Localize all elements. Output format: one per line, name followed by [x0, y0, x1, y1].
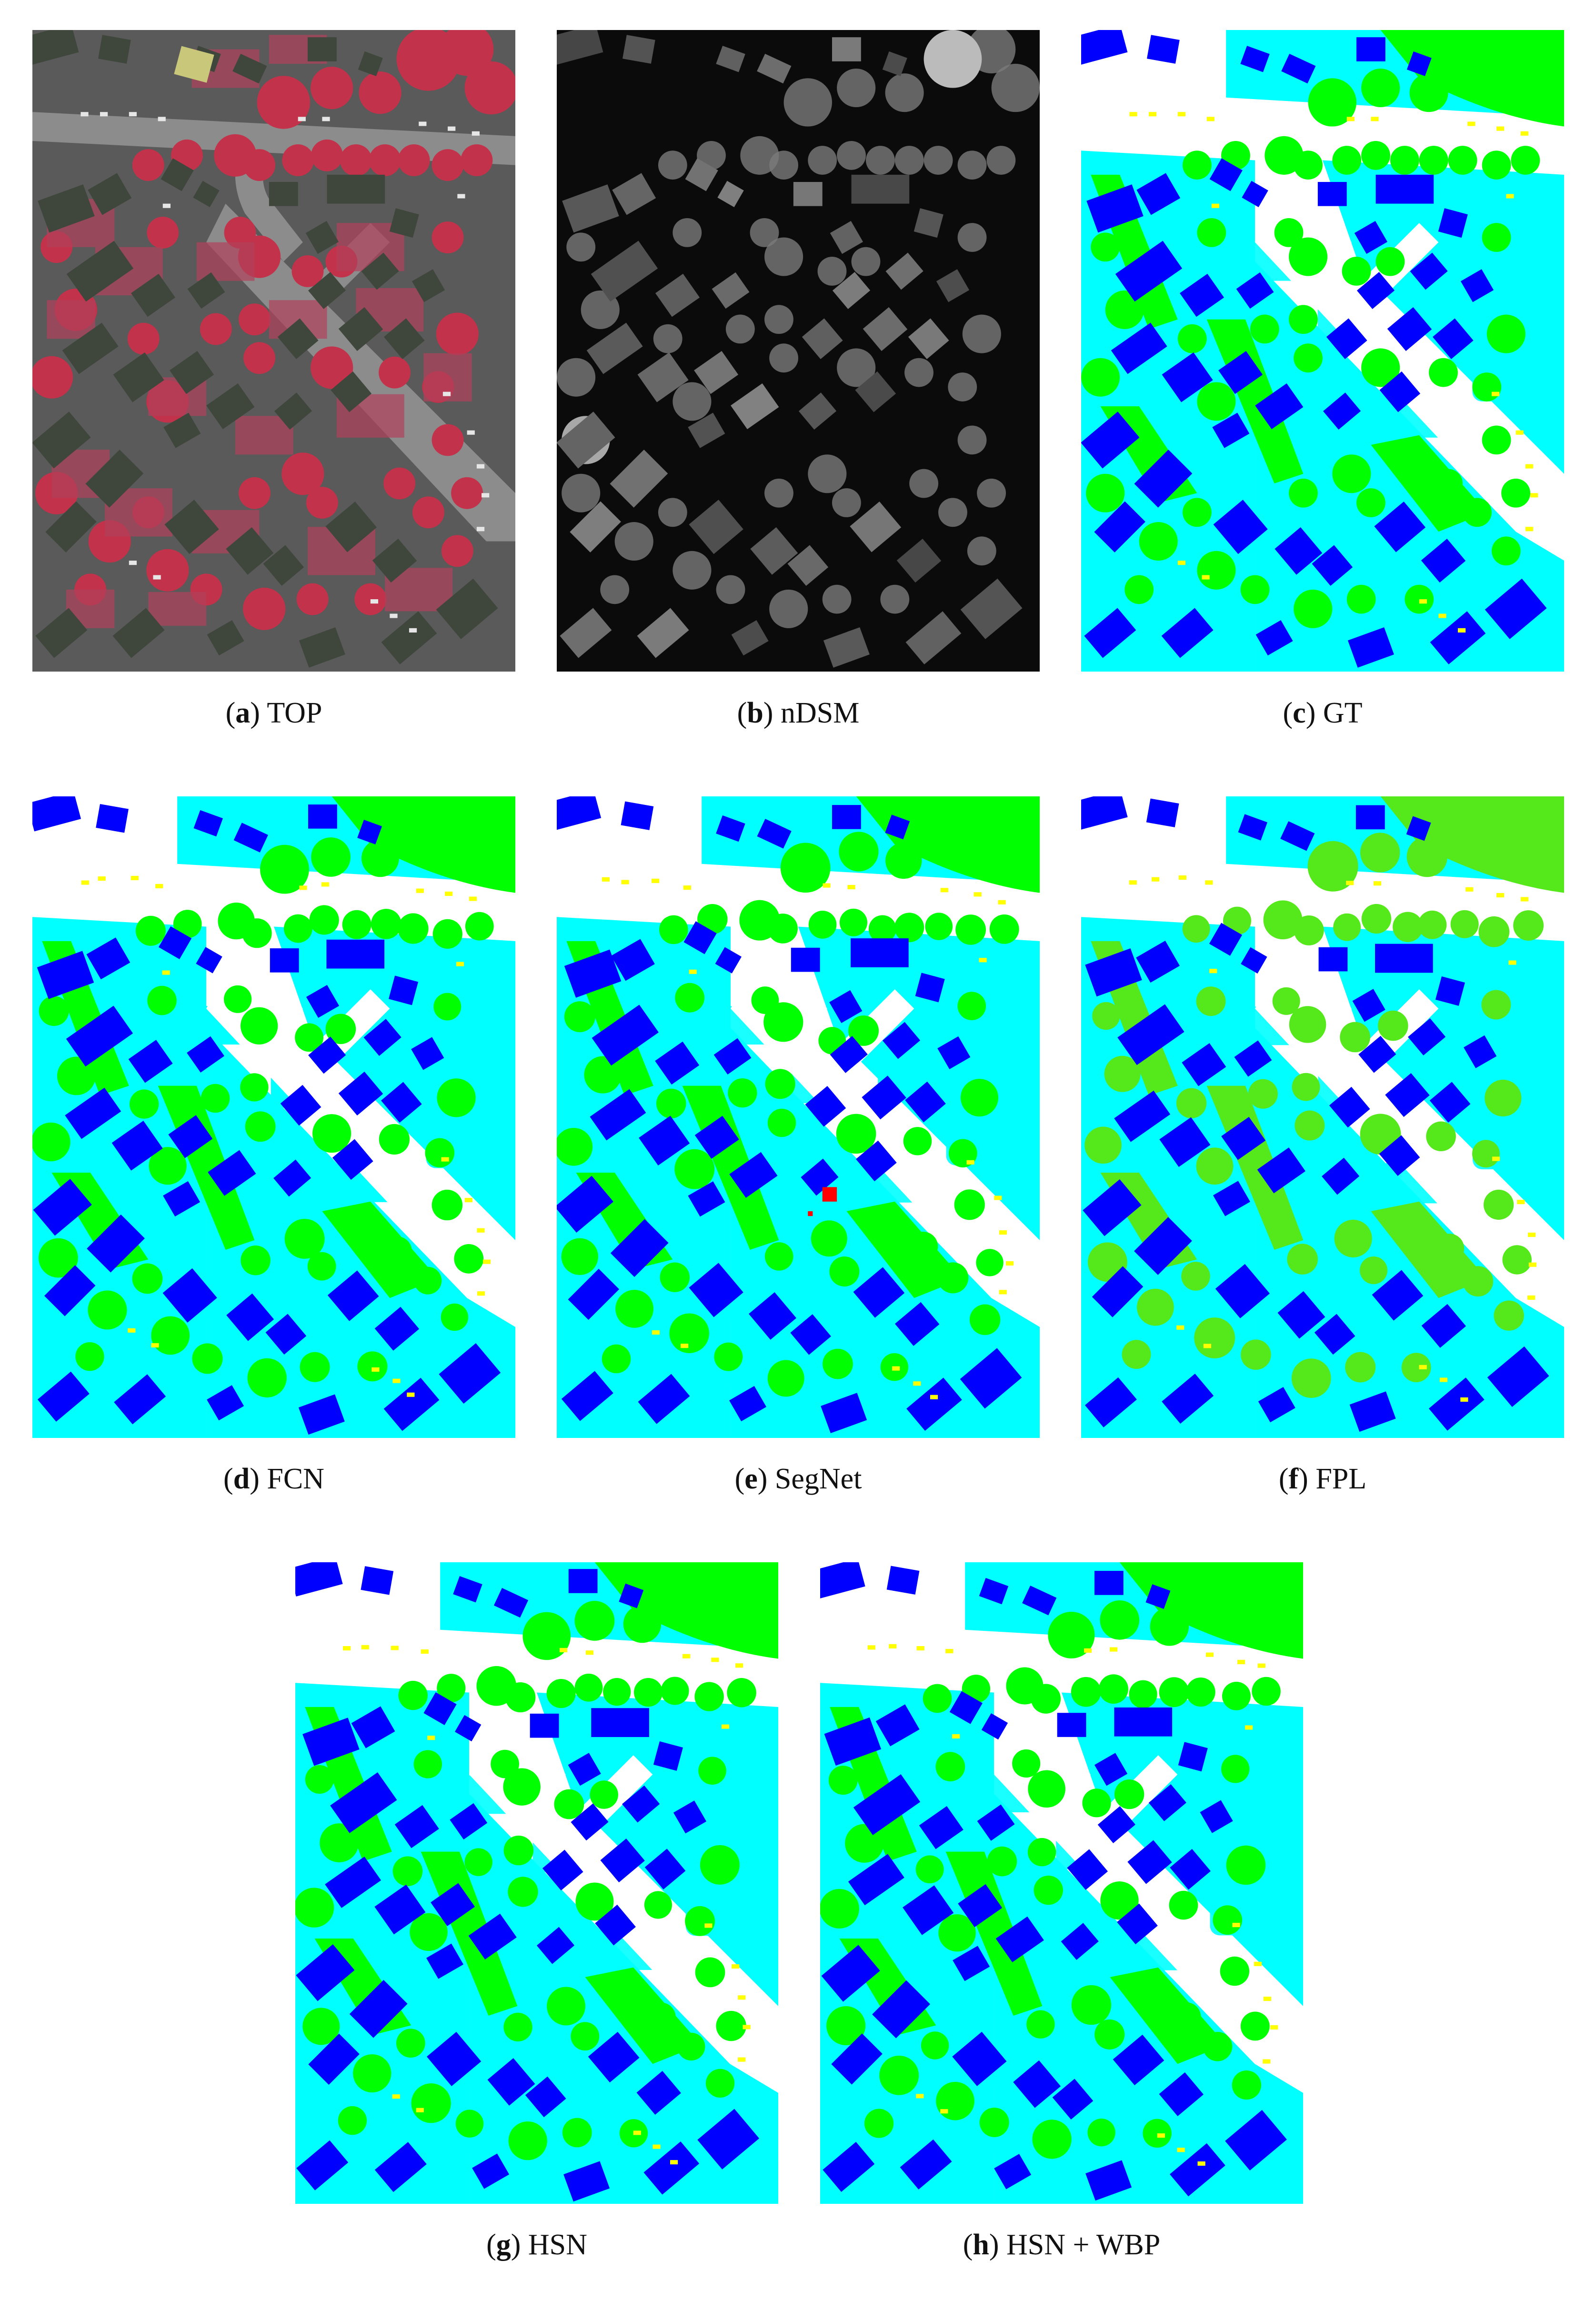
caption-g: (g) HSN	[486, 2229, 587, 2261]
caption-f: (f) FPL	[1278, 1463, 1367, 1495]
panel-h-hsn-wbp-image	[820, 1562, 1303, 2204]
caption-e-letter: e	[744, 1463, 758, 1495]
caption-a-label: TOP	[267, 697, 322, 729]
panel-b-raster	[557, 30, 1040, 672]
caption-d: (d) FCN	[223, 1463, 324, 1495]
caption-h-letter: h	[973, 2229, 989, 2261]
panel-g-raster	[295, 1562, 778, 2204]
panel-g-hsn-image	[295, 1562, 778, 2204]
panel-e-segnet-image	[557, 796, 1040, 1438]
panel-a-top-image	[32, 30, 515, 672]
caption-a-letter: a	[235, 697, 251, 729]
panel-e-raster	[557, 796, 1040, 1438]
panel-h-raster	[820, 1562, 1303, 2204]
caption-c-letter: c	[1293, 697, 1306, 729]
panel-c-raster	[1081, 30, 1564, 672]
caption-c-label: GT	[1323, 697, 1363, 729]
caption-b-letter: b	[747, 697, 763, 729]
panel-a-raster	[32, 30, 515, 672]
caption-h-label: HSN + WBP	[1006, 2229, 1161, 2261]
caption-e: (e) SegNet	[734, 1463, 862, 1495]
caption-d-letter: d	[233, 1463, 250, 1495]
caption-g-label: HSN	[528, 2229, 587, 2261]
caption-b: (b) nDSM	[737, 697, 860, 729]
panel-d-raster	[32, 796, 515, 1438]
caption-e-label: SegNet	[774, 1463, 862, 1495]
caption-b-label: nDSM	[780, 697, 860, 729]
caption-c: (c) GT	[1283, 697, 1363, 729]
caption-h: (h) HSN + WBP	[963, 2229, 1161, 2261]
caption-a: (a) TOP	[225, 697, 322, 729]
panel-f-fpl-image	[1081, 796, 1564, 1438]
caption-f-label: FPL	[1315, 1463, 1367, 1495]
panel-d-fcn-image	[32, 796, 515, 1438]
caption-g-letter: g	[496, 2229, 511, 2261]
panel-f-raster	[1081, 796, 1564, 1438]
caption-d-label: FCN	[267, 1463, 324, 1495]
panel-c-gt-image	[1081, 30, 1564, 672]
panel-b-ndsm-image	[557, 30, 1040, 672]
caption-f-letter: f	[1288, 1463, 1299, 1495]
